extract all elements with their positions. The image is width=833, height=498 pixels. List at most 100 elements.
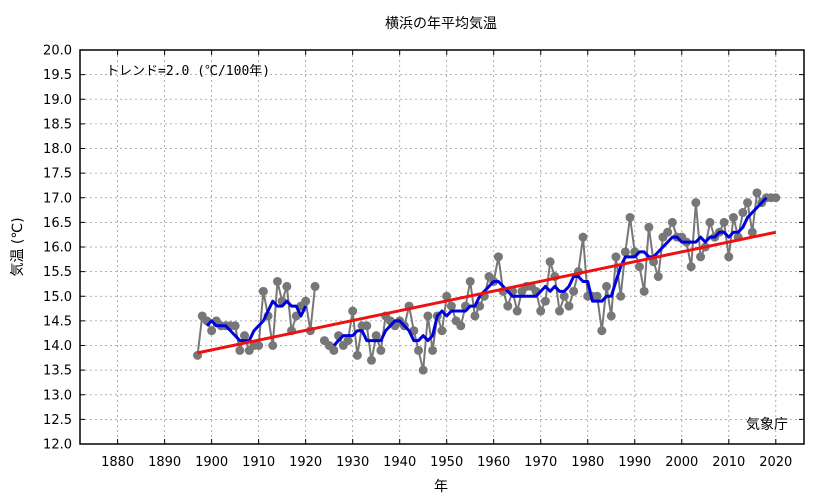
- x-tick-label: 1890: [148, 455, 181, 470]
- annual-point: [540, 296, 550, 306]
- annual-point: [442, 291, 452, 301]
- annual-point: [639, 286, 649, 296]
- moving-average-line: [332, 196, 768, 347]
- y-tick-label: 16.0: [43, 241, 72, 256]
- annual-point: [536, 306, 546, 316]
- y-axis-label: 気温 (℃): [10, 217, 26, 276]
- annual-point: [597, 326, 607, 336]
- x-tick-label: 1990: [618, 455, 651, 470]
- trend-series: [197, 230, 777, 355]
- annual-point: [268, 341, 278, 350]
- y-tick-labels: 12.0 12.5 13.0 13.5 14.0 14.5 15.0 15.5 16.0 16.5…: [43, 44, 72, 453]
- annual-point: [428, 345, 438, 355]
- annual-point: [691, 198, 701, 208]
- y-tick-label: 20.0: [43, 44, 72, 59]
- annual-point: [653, 272, 663, 282]
- y-tick-label: 14.0: [43, 339, 72, 354]
- annual-point: [644, 222, 654, 232]
- annual-point: [258, 286, 268, 296]
- annual-point: [738, 208, 748, 218]
- annual-point: [592, 291, 602, 301]
- y-tick-label: 17.0: [43, 191, 72, 206]
- annual-point: [235, 345, 245, 355]
- annual-point: [301, 296, 311, 306]
- x-tick-label: 2020: [759, 455, 792, 470]
- source-label: 気象庁: [746, 417, 788, 433]
- annual-point: [578, 232, 588, 242]
- moving-average-line: [205, 299, 308, 343]
- y-tick-label: 13.0: [43, 388, 72, 403]
- annual-point: [686, 262, 696, 272]
- annual-point: [493, 252, 503, 262]
- annual-point: [625, 212, 635, 222]
- annual-point: [456, 321, 466, 331]
- annual-point: [207, 326, 217, 336]
- annual-point: [437, 326, 447, 336]
- y-tick-label: 13.5: [43, 364, 72, 379]
- annual-point: [371, 331, 381, 341]
- annual-point: [771, 193, 781, 203]
- annual-point: [564, 301, 574, 311]
- annual-point: [272, 276, 282, 286]
- x-tick-label: 1910: [242, 455, 275, 470]
- annual-point: [376, 345, 386, 355]
- annual-point: [465, 276, 475, 286]
- x-tick-label: 1930: [336, 455, 369, 470]
- annual-point: [362, 321, 372, 331]
- annual-point: [230, 321, 240, 331]
- plot-frame: [79, 49, 805, 445]
- annual-point: [728, 212, 738, 222]
- annual-point: [743, 198, 753, 208]
- annual-point: [446, 301, 456, 311]
- annual-point: [240, 331, 250, 341]
- annual-point: [719, 217, 729, 227]
- y-tick-label: 17.5: [43, 167, 72, 182]
- annual-point: [310, 281, 320, 291]
- annual-point: [569, 286, 579, 296]
- y-tick-label: 15.0: [43, 290, 72, 305]
- annual-point: [282, 281, 292, 291]
- annual-point: [329, 345, 339, 355]
- x-axis-label: 年: [434, 479, 448, 495]
- x-tick-label: 2010: [712, 455, 745, 470]
- annual-point: [663, 227, 673, 237]
- annual-point: [634, 262, 644, 272]
- y-tick-label: 12.0: [43, 438, 72, 453]
- y-tick-label: 19.0: [43, 93, 72, 108]
- y-tick-label: 18.5: [43, 117, 72, 132]
- moving-average-series: [205, 196, 768, 347]
- annual-point: [418, 365, 428, 375]
- annual-point: [254, 341, 264, 350]
- x-tick-label: 2000: [665, 455, 698, 470]
- annual-point: [705, 217, 715, 227]
- y-tick-label: 16.5: [43, 216, 72, 231]
- y-tick-label: 15.5: [43, 265, 72, 280]
- annual-series: [193, 188, 781, 375]
- annual-point: [423, 311, 433, 321]
- annual-point: [545, 257, 555, 267]
- annual-point: [366, 355, 376, 365]
- annual-point: [512, 306, 522, 316]
- annual-point: [555, 306, 565, 316]
- annual-point: [413, 345, 423, 355]
- x-tick-label: 1980: [571, 455, 604, 470]
- x-tick-label: 1940: [383, 455, 416, 470]
- annual-point: [752, 188, 762, 198]
- trend-line: [197, 230, 777, 355]
- annual-point: [503, 301, 513, 311]
- annual-point: [348, 306, 358, 316]
- x-tick-label: 1920: [289, 455, 322, 470]
- annual-point: [606, 311, 616, 321]
- annual-point: [616, 291, 626, 301]
- annual-point: [559, 291, 569, 301]
- annual-point: [602, 281, 612, 291]
- y-tick-label: 19.5: [43, 68, 72, 83]
- annual-point: [620, 247, 630, 257]
- annual-point: [343, 336, 353, 346]
- x-tick-label: 1880: [101, 455, 134, 470]
- annual-point: [352, 350, 362, 360]
- trend-annotation: トレンド=2.0 (℃/100年): [106, 64, 270, 79]
- annual-point: [696, 252, 706, 262]
- annual-point: [667, 217, 677, 227]
